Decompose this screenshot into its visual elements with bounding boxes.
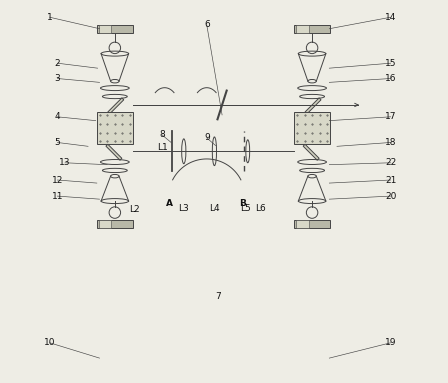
Bar	[99, 25, 111, 33]
Text: L1: L1	[157, 143, 168, 152]
Text: 6: 6	[204, 20, 210, 29]
Polygon shape	[108, 98, 124, 114]
Text: L4: L4	[209, 204, 220, 213]
Text: 20: 20	[385, 192, 396, 201]
Text: 9: 9	[204, 133, 210, 142]
Bar	[99, 220, 111, 228]
Text: 22: 22	[385, 158, 396, 167]
Text: 16: 16	[385, 74, 396, 83]
Bar	[294, 112, 330, 144]
Polygon shape	[106, 144, 122, 160]
Text: L5: L5	[241, 204, 251, 213]
Text: 18: 18	[385, 138, 396, 147]
Text: L6: L6	[254, 204, 265, 213]
Bar	[97, 112, 133, 144]
Text: 15: 15	[385, 59, 396, 68]
Text: 14: 14	[385, 13, 396, 22]
Bar	[296, 25, 309, 33]
Polygon shape	[303, 144, 319, 160]
Text: A: A	[166, 199, 173, 208]
Polygon shape	[305, 98, 321, 114]
Text: 7: 7	[215, 292, 221, 301]
Bar	[294, 25, 330, 33]
Text: 8: 8	[159, 130, 165, 139]
Text: 21: 21	[385, 175, 396, 185]
Text: 5: 5	[55, 138, 60, 147]
Text: 3: 3	[55, 74, 60, 83]
Text: B: B	[239, 199, 246, 208]
Text: 12: 12	[52, 175, 63, 185]
Text: 19: 19	[385, 338, 396, 347]
Bar	[296, 220, 309, 228]
Text: 2: 2	[55, 59, 60, 68]
Text: L3: L3	[178, 204, 189, 213]
Bar	[97, 25, 133, 33]
Bar	[97, 220, 133, 228]
Bar	[294, 220, 330, 228]
Text: 10: 10	[44, 338, 56, 347]
Text: 4: 4	[55, 112, 60, 121]
Text: 11: 11	[52, 192, 63, 201]
Text: L2: L2	[129, 205, 139, 214]
Text: 13: 13	[59, 158, 71, 167]
Text: 1: 1	[47, 13, 52, 22]
Text: 17: 17	[385, 112, 396, 121]
